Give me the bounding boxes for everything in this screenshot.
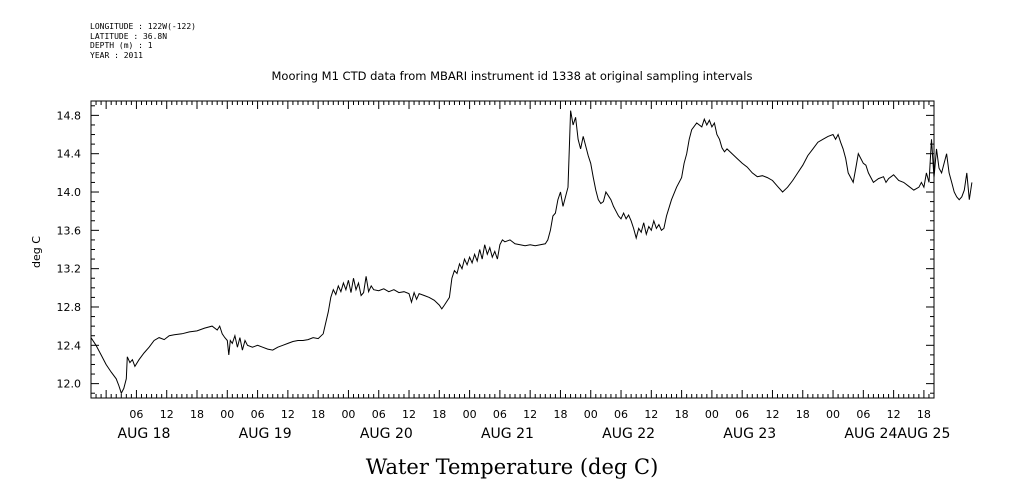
x-tick-label: 18 — [675, 408, 689, 421]
day-label: AUG 21 — [481, 426, 534, 442]
x-tick-label: 00 — [341, 408, 355, 421]
x-tick-label: 12 — [644, 408, 658, 421]
day-labels: AUG 18 AUG 19 AUG 20 AUG 21 AUG 22 AUG 23 AUG … — [118, 426, 951, 442]
x-tick-label: 06 — [251, 408, 265, 421]
x-tick-label: 12 — [765, 408, 779, 421]
x-tick-label: 06 — [372, 408, 386, 421]
day-label: AUG 19 — [239, 426, 292, 442]
longitude-text: LONGITUDE : 122W(-122) — [90, 22, 196, 31]
day-label: AUG 18 — [118, 426, 171, 442]
x-tick-label: 18 — [190, 408, 204, 421]
day-label: AUG 20 — [360, 426, 413, 442]
x-tick-label: 12 — [402, 408, 416, 421]
x-tick-label: 00 — [705, 408, 719, 421]
latitude-text: LATITUDE : 36.8N — [90, 31, 168, 41]
metadata-header: LONGITUDE : 122W(-122) LATITUDE : 36.8N … — [90, 22, 196, 60]
x-tick-label: 06 — [129, 408, 143, 421]
x-tick-label: 00 — [463, 408, 477, 421]
x-tick-label: 18 — [432, 408, 446, 421]
x-tick-label: 18 — [553, 408, 567, 421]
x-tick-label: 00 — [220, 408, 234, 421]
x-tick-label: 12 — [523, 408, 537, 421]
x-tick-labels: 06 12 18 00 06 12 18 00 06 12 18 00 06 12 18 00 06 12 18 00… — [129, 408, 930, 421]
chart-title: Mooring M1 CTD data from MBARI instrumen… — [272, 69, 753, 83]
y-tick-label: 12.8 — [57, 301, 82, 314]
day-label: AUG 25 — [897, 426, 950, 442]
x-tick-label: 18 — [796, 408, 810, 421]
depth-text: DEPTH (m) : 1 — [90, 41, 153, 50]
x-tick-label: 06 — [735, 408, 749, 421]
x-tick-label: 12 — [160, 408, 174, 421]
x-tick-label: 00 — [584, 408, 598, 421]
x-tick-label: 06 — [614, 408, 628, 421]
y-tick-label: 14.8 — [57, 109, 82, 122]
y-tick-labels: 12.0 12.4 12.8 13.2 13.6 14.0 14.4 14.8 — [57, 109, 82, 390]
y-tick-label: 14.4 — [57, 148, 82, 161]
y-tick-label: 13.2 — [57, 263, 82, 276]
axis-ticks — [90, 101, 935, 398]
x-tick-label: 06 — [856, 408, 870, 421]
temperature-series-line — [90, 110, 973, 395]
day-label: AUG 22 — [602, 426, 655, 442]
y-tick-label: 12.4 — [57, 339, 82, 352]
x-axis-title: Water Temperature (deg C) — [366, 455, 659, 479]
x-tick-label: 06 — [493, 408, 507, 421]
y-tick-label: 12.0 — [57, 378, 82, 391]
x-tick-label: 12 — [281, 408, 295, 421]
day-label: AUG 24 — [844, 426, 897, 442]
x-tick-label: 18 — [917, 408, 931, 421]
x-tick-label: 18 — [311, 408, 325, 421]
day-label: AUG 23 — [723, 426, 776, 442]
x-tick-label: 00 — [826, 408, 840, 421]
x-tick-label: 12 — [887, 408, 901, 421]
plot-frame — [90, 100, 935, 399]
y-tick-label: 14.0 — [57, 186, 82, 199]
year-text: YEAR : 2011 — [90, 50, 143, 60]
y-axis-label: deg C — [30, 236, 43, 268]
y-tick-label: 13.6 — [57, 224, 82, 237]
